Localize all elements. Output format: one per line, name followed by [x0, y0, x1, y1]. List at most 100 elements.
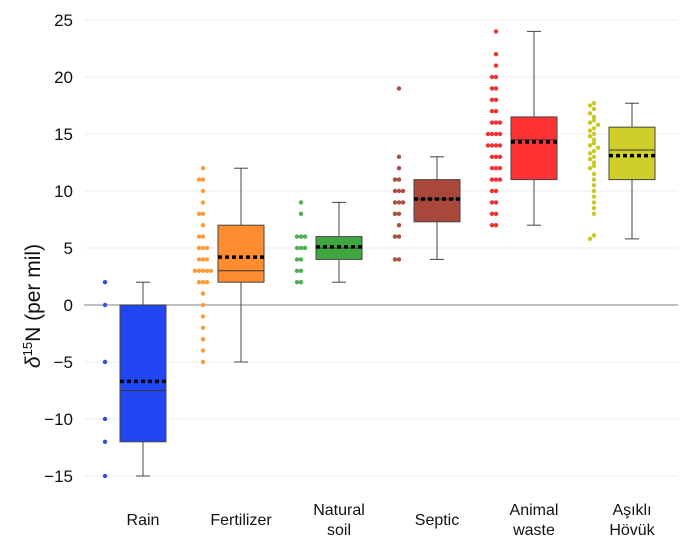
box-group [413, 156, 461, 260]
data-point [302, 245, 308, 251]
data-point [591, 205, 597, 211]
x-category-label: Hövük [609, 522, 655, 538]
data-point [392, 211, 398, 216]
x-category-labels: Rain Fertilizer Natural soil Septic Animal was… [127, 502, 656, 538]
data-point [591, 148, 597, 154]
data-point [298, 211, 304, 216]
data-point [493, 154, 499, 159]
data-point [392, 177, 398, 182]
data-point [392, 200, 398, 205]
data-point [200, 234, 206, 239]
data-point [591, 106, 597, 112]
data-point [489, 109, 495, 114]
data-point [489, 154, 495, 159]
data-point [497, 143, 503, 148]
data-point [200, 257, 206, 262]
data-point [493, 131, 499, 137]
data-point [200, 245, 206, 251]
data-point [493, 188, 499, 194]
y-tick-label: 20 [54, 68, 73, 87]
data-point [591, 200, 597, 205]
y-tick-label: 15 [54, 125, 73, 144]
y-tick-label: 25 [54, 11, 73, 30]
data-point [497, 166, 503, 171]
point-group [485, 29, 503, 228]
y-axis-title-suffix: N (per mil) [22, 244, 45, 342]
data-point [587, 103, 593, 108]
data-point [591, 163, 597, 169]
point-group [587, 101, 601, 242]
box-group [119, 281, 167, 477]
data-point [196, 280, 202, 285]
data-point [294, 245, 300, 251]
x-category-label: soil [327, 522, 351, 538]
data-point [102, 359, 108, 365]
data-point [208, 268, 214, 273]
data-point [497, 154, 503, 159]
grid-lines [84, 19, 678, 477]
data-point [200, 337, 206, 342]
data-point [396, 166, 402, 171]
data-point [294, 280, 300, 285]
data-point [396, 257, 402, 262]
data-point [204, 245, 210, 251]
data-point [392, 188, 398, 194]
data-point [493, 211, 499, 216]
data-point [192, 268, 198, 273]
data-point [200, 325, 206, 330]
data-point [587, 156, 593, 162]
data-point [493, 86, 499, 91]
data-point [200, 348, 206, 353]
data-point [489, 200, 495, 205]
box-group [608, 102, 656, 240]
x-category-label: Natural [313, 502, 365, 519]
data-point [591, 101, 597, 106]
box [119, 304, 167, 443]
data-point [591, 118, 597, 123]
data-point [591, 194, 597, 199]
data-point [489, 166, 495, 171]
boxes [119, 30, 656, 477]
data-point [196, 245, 202, 251]
data-point [587, 236, 593, 242]
data-point [493, 29, 499, 34]
data-point [591, 137, 597, 142]
box [510, 116, 558, 181]
y-tick-label: 10 [54, 182, 73, 201]
data-point [196, 177, 202, 182]
data-point [102, 473, 108, 479]
y-tick-label: −15 [44, 467, 73, 486]
point-group [392, 86, 406, 262]
data-point [591, 126, 597, 131]
data-point [298, 268, 304, 273]
data-point [485, 143, 491, 148]
data-point [497, 131, 503, 137]
data-point [497, 120, 503, 125]
data-point [587, 143, 593, 148]
data-point [294, 268, 300, 273]
y-tick-label: −10 [44, 410, 73, 429]
point-group [102, 280, 108, 479]
box [217, 224, 265, 283]
data-point [200, 314, 206, 319]
data-point [294, 234, 300, 239]
data-point [489, 74, 495, 80]
data-point [298, 234, 304, 239]
y-axis-title: δ15N (per mil) [20, 244, 45, 368]
y-tick-label: 5 [64, 239, 73, 258]
data-point [204, 268, 210, 273]
data-point [493, 143, 499, 148]
data-point [493, 223, 499, 228]
data-point [196, 234, 202, 239]
data-point [200, 359, 206, 365]
data-point [493, 109, 499, 114]
data-point [497, 177, 503, 182]
box-group [510, 30, 558, 226]
data-point [102, 439, 108, 444]
data-point [102, 302, 108, 308]
x-category-label: Fertilizer [210, 512, 272, 529]
box [608, 126, 656, 181]
data-point [396, 211, 402, 216]
data-point [591, 131, 597, 137]
data-point [102, 280, 108, 285]
